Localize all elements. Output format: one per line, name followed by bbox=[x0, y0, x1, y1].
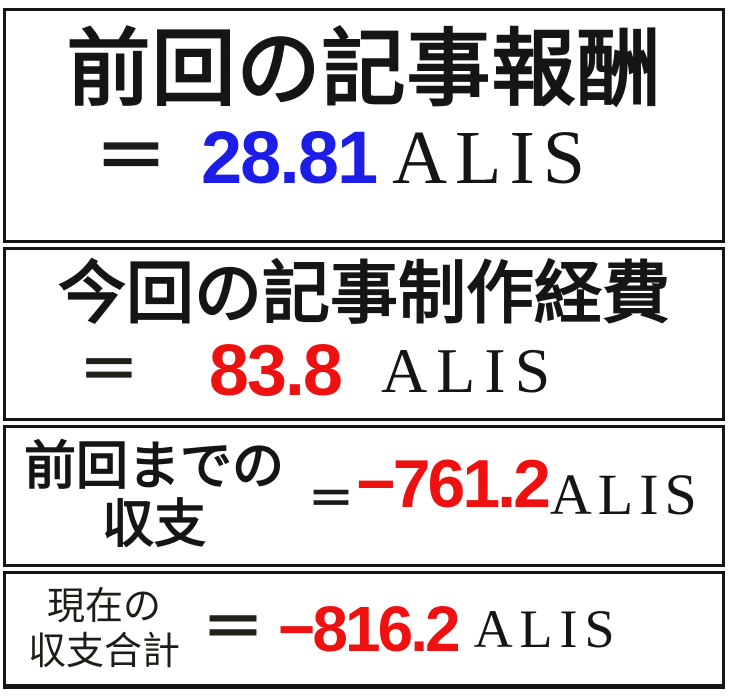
previous-reward-value: 28.81 bbox=[200, 115, 378, 199]
production-expense-title: 今回の記事制作経費 bbox=[57, 253, 670, 334]
previous-balance-title-line1: 前回までの bbox=[24, 436, 285, 498]
current-balance-value: −816.2 bbox=[278, 593, 461, 666]
current-balance-title-line1: 現在の bbox=[47, 584, 162, 629]
production-expense-box: 今回の記事制作経費 ＝ 83.8 ALIS bbox=[3, 246, 725, 422]
current-balance-total-box: 現在の 収支合計 ＝ −816.2 ALIS bbox=[3, 571, 725, 689]
previous-balance-title-line2: 収支 bbox=[102, 494, 207, 556]
current-balance-total-title: 現在の 収支合計 bbox=[28, 584, 180, 674]
production-expense-value-line: ＝ 83.8 ALIS bbox=[79, 335, 559, 407]
previous-reward-box: 前回の記事報酬 ＝ 28.81 ALIS bbox=[3, 8, 725, 243]
alis-unit-label: ALIS bbox=[392, 115, 594, 200]
previous-reward-value-line: ＝ 28.81 ALIS bbox=[95, 120, 593, 196]
equals-sign: ＝ bbox=[308, 473, 355, 526]
previous-reward-title: 前回の記事報酬 bbox=[66, 19, 662, 118]
equals-sign: ＝ bbox=[94, 117, 167, 198]
alis-unit-label: ALIS bbox=[549, 462, 703, 528]
previous-balance-title: 前回までの 収支 bbox=[24, 436, 285, 556]
equals-sign: ＝ bbox=[78, 337, 139, 405]
previous-balance-value: −761.2 bbox=[356, 446, 551, 523]
current-balance-title-line2: 収支合計 bbox=[28, 629, 181, 674]
current-balance-value-line: ＝ −816.2 ALIS bbox=[202, 597, 622, 661]
alis-unit-label: ALIS bbox=[380, 335, 560, 407]
previous-balance-box: 前回までの 収支 ＝ −761.2 ALIS bbox=[3, 425, 725, 568]
equals-sign: ＝ bbox=[202, 594, 265, 664]
production-expense-value: 83.8 bbox=[208, 331, 343, 412]
previous-balance-value-line: ＝ −761.2 ALIS bbox=[308, 450, 703, 536]
alis-unit-label: ALIS bbox=[473, 599, 622, 660]
